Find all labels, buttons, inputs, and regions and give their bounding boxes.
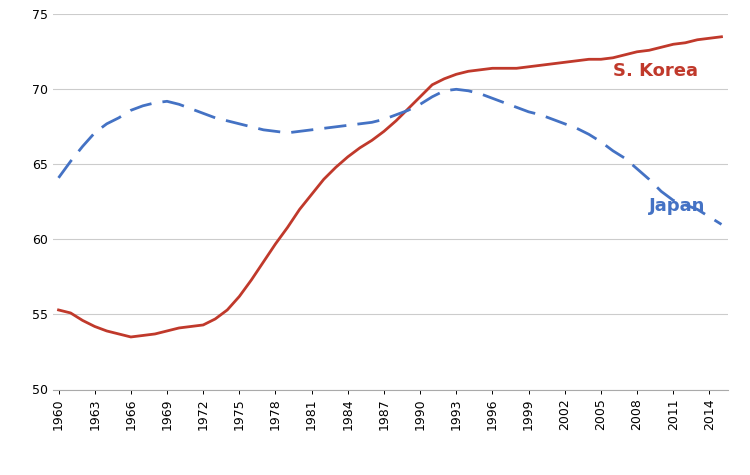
Text: Japan: Japan	[650, 198, 706, 215]
Text: S. Korea: S. Korea	[613, 62, 698, 80]
